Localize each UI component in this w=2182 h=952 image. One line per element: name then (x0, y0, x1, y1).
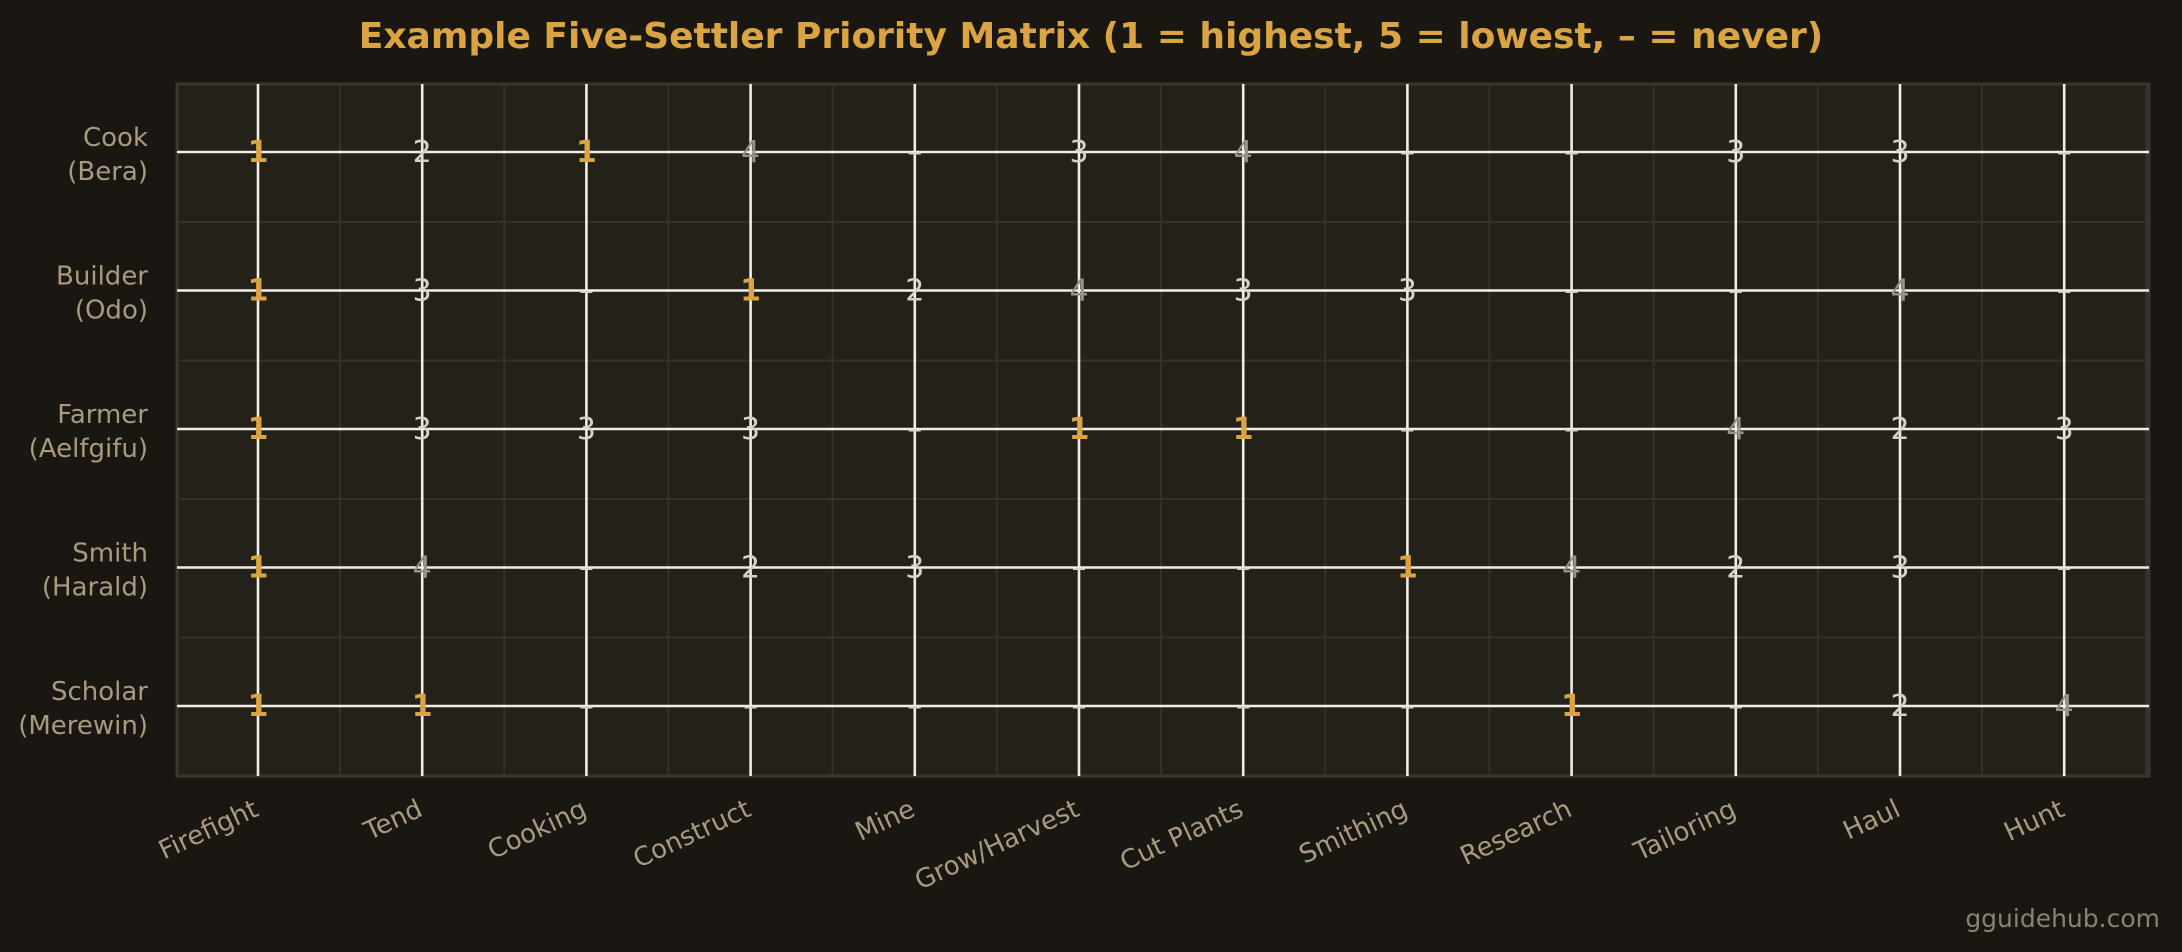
cell-value: – (2057, 274, 2072, 309)
y-label-role: Scholar (51, 677, 148, 707)
x-tick-label: Cooking (483, 794, 591, 866)
y-label-name: (Bera) (67, 157, 148, 187)
cell-value: 3 (1398, 274, 1417, 309)
cell-value: – (1564, 135, 1579, 170)
x-tick-label: Hunt (2000, 794, 2070, 848)
x-tick-label: Grow/Harvest (910, 794, 1084, 896)
cell-value: – (1400, 135, 1415, 170)
x-axis-labels: Firefight Tend Cooking Construct MineGrow/Ha… (154, 794, 2069, 896)
cell-value: – (1072, 551, 1087, 586)
cell-value: 1 (412, 689, 433, 724)
y-label-role: Cook (83, 123, 148, 153)
cell-value: 3 (413, 412, 432, 447)
cell-value: – (579, 274, 594, 309)
cell-value: – (1400, 412, 1415, 447)
cell-value: – (1400, 689, 1415, 724)
cell-value: 2 (905, 274, 924, 309)
cell-value: 2 (741, 551, 760, 586)
cell-value: 1 (1561, 689, 1582, 724)
y-label-name: (Odo) (75, 296, 148, 326)
cell-value: 4 (1234, 135, 1253, 170)
y-label-role: Farmer (57, 400, 148, 430)
cell-value: 1 (576, 135, 597, 170)
cell-value: 3 (905, 551, 924, 586)
crosshair-layer (177, 84, 2149, 776)
cell-value: 3 (741, 412, 760, 447)
cell-value: 2 (413, 135, 432, 170)
cell-value: 1 (248, 135, 269, 170)
x-tick-label: Cut Plants (1116, 794, 1248, 877)
cell-value: – (743, 689, 758, 724)
cell-value: 4 (741, 135, 760, 170)
cell-value: – (907, 689, 922, 724)
cell-value: 2 (1890, 689, 1909, 724)
x-tick-label: Smithing (1295, 794, 1413, 870)
cell-value: – (1728, 274, 1743, 309)
cell-value: 1 (1069, 412, 1090, 447)
cell-value: 1 (248, 551, 269, 586)
x-tick-label: Research (1456, 794, 1577, 872)
cell-value: – (2057, 135, 2072, 170)
cell-value: 4 (1890, 274, 1909, 309)
cell-value: 1 (248, 689, 269, 724)
cell-value: 1 (248, 412, 269, 447)
y-label-role: Smith (72, 539, 148, 569)
cell-value: 3 (577, 412, 596, 447)
cell-value: 3 (1890, 135, 1909, 170)
cell-value: 4 (1562, 551, 1581, 586)
y-label-name: (Aelfgifu) (29, 434, 148, 464)
y-label-role: Builder (56, 262, 148, 292)
cell-value: 4 (1069, 274, 1088, 309)
cell-value: – (2057, 551, 2072, 586)
cell-value: 3 (1890, 551, 1909, 586)
cell-value: – (1564, 274, 1579, 309)
x-tick-label: Haul (1839, 794, 1905, 846)
watermark-text: gguidehub.com (1965, 904, 2160, 933)
cell-value: – (1564, 412, 1579, 447)
cell-value: 1 (248, 274, 269, 309)
cell-value: 1 (1233, 412, 1254, 447)
cell-value: 2 (1726, 551, 1745, 586)
cell-value: 4 (413, 551, 432, 586)
cell-value: 3 (1726, 135, 1745, 170)
cell-value: 1 (740, 274, 761, 309)
chart-title: Example Five-Settler Priority Matrix (1 … (359, 16, 1824, 57)
cell-value: 3 (1234, 274, 1253, 309)
y-label-name: (Harald) (42, 573, 148, 603)
cell-value: – (579, 551, 594, 586)
cell-value: – (1236, 551, 1251, 586)
x-tick-label: Tend (359, 794, 427, 847)
x-tick-label: Construct (629, 794, 756, 874)
cell-value: 3 (1069, 135, 1088, 170)
cell-value: 4 (2055, 689, 2074, 724)
cell-value: 4 (1726, 412, 1745, 447)
x-tick-label: Tailoring (1629, 794, 1741, 868)
cells-layer: 1 2 1 4 – 3 4 – – 3 3 – 1 3 – 1 2 4 3 3 – – 4 – 1 3 3 3 – 1 1 – – 4 2 3 1 4 – 2… (248, 135, 2074, 724)
cell-value: – (907, 412, 922, 447)
x-tick-label: Firefight (154, 794, 263, 866)
y-axis-labels: Cook (Bera) Builder (Odo) Farmer (Aelfgifu) Sm… (18, 123, 148, 741)
cell-value: – (1728, 689, 1743, 724)
x-tick-label: Mine (851, 794, 920, 847)
cell-value: – (1236, 689, 1251, 724)
cell-value: 3 (413, 274, 432, 309)
y-label-name: (Merewin) (18, 711, 148, 741)
cell-value: 2 (1890, 412, 1909, 447)
cell-value: 1 (1397, 551, 1418, 586)
cell-value: – (907, 135, 922, 170)
cell-value: 3 (2055, 412, 2074, 447)
cell-value: – (579, 689, 594, 724)
cell-value: – (1072, 689, 1087, 724)
